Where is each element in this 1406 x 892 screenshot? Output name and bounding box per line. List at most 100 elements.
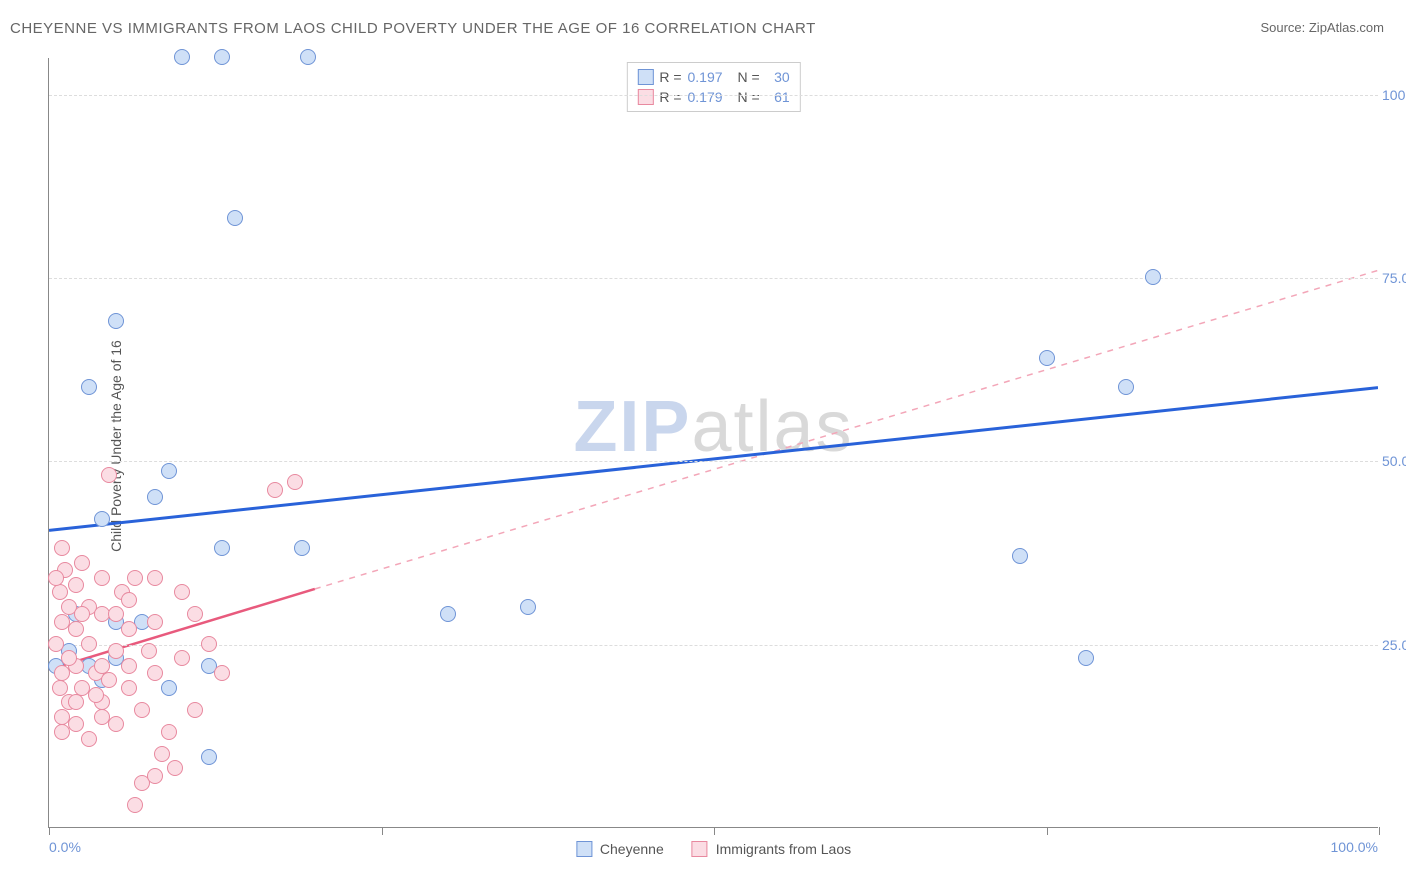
legend-swatch bbox=[692, 841, 708, 857]
data-point bbox=[187, 606, 203, 622]
x-tick bbox=[382, 827, 383, 835]
watermark: ZIPatlas bbox=[573, 386, 853, 468]
data-point bbox=[1078, 650, 1094, 666]
legend-r-value: 0.179 bbox=[688, 89, 732, 105]
x-tick bbox=[1047, 827, 1048, 835]
data-point bbox=[108, 606, 124, 622]
legend-r-label: R = bbox=[659, 69, 681, 85]
x-tick-label: 100.0% bbox=[1331, 839, 1378, 855]
legend-r-label: R = bbox=[659, 89, 681, 105]
legend-n-value: 61 bbox=[766, 89, 790, 105]
data-point bbox=[101, 672, 117, 688]
legend-item: Cheyenne bbox=[576, 841, 664, 857]
x-tick bbox=[1379, 827, 1380, 835]
data-point bbox=[61, 650, 77, 666]
source-name: ZipAtlas.com bbox=[1309, 20, 1384, 35]
trend-line bbox=[49, 388, 1378, 531]
data-point bbox=[121, 592, 137, 608]
legend-swatch bbox=[637, 89, 653, 105]
x-tick bbox=[714, 827, 715, 835]
data-point bbox=[201, 636, 217, 652]
data-point bbox=[161, 724, 177, 740]
legend-row: R = 0.197 N = 30 bbox=[637, 67, 789, 87]
source-attribution: Source: ZipAtlas.com bbox=[1260, 20, 1384, 35]
chart-title: CHEYENNE VS IMMIGRANTS FROM LAOS CHILD P… bbox=[10, 20, 816, 37]
data-point bbox=[108, 643, 124, 659]
data-point bbox=[68, 577, 84, 593]
grid-line bbox=[49, 645, 1378, 646]
data-point bbox=[94, 709, 110, 725]
data-point bbox=[1039, 350, 1055, 366]
legend-row: R = 0.179 N = 61 bbox=[637, 87, 789, 107]
data-point bbox=[81, 379, 97, 395]
data-point bbox=[161, 680, 177, 696]
data-point bbox=[81, 636, 97, 652]
data-point bbox=[214, 540, 230, 556]
y-tick-label: 25.0% bbox=[1382, 637, 1406, 653]
legend-series-name: Immigrants from Laos bbox=[716, 841, 851, 857]
data-point bbox=[54, 724, 70, 740]
data-point bbox=[147, 489, 163, 505]
data-point bbox=[1118, 379, 1134, 395]
data-point bbox=[141, 643, 157, 659]
legend-r-value: 0.197 bbox=[688, 69, 732, 85]
data-point bbox=[101, 467, 117, 483]
data-point bbox=[94, 658, 110, 674]
data-point bbox=[187, 702, 203, 718]
correlation-legend: R = 0.197 N = 30 R = 0.179 N = 61 bbox=[626, 62, 800, 112]
data-point bbox=[74, 555, 90, 571]
data-point bbox=[134, 702, 150, 718]
data-point bbox=[68, 694, 84, 710]
legend-swatch bbox=[637, 69, 653, 85]
data-point bbox=[174, 49, 190, 65]
data-point bbox=[214, 49, 230, 65]
trend-lines-svg bbox=[49, 58, 1378, 827]
data-point bbox=[154, 746, 170, 762]
data-point bbox=[300, 49, 316, 65]
grid-line bbox=[49, 278, 1378, 279]
legend-n-label: N = bbox=[738, 89, 760, 105]
watermark-zip: ZIP bbox=[573, 387, 691, 467]
data-point bbox=[294, 540, 310, 556]
data-point bbox=[167, 760, 183, 776]
data-point bbox=[201, 749, 217, 765]
data-point bbox=[121, 680, 137, 696]
y-tick-label: 100.0% bbox=[1382, 87, 1406, 103]
data-point bbox=[147, 614, 163, 630]
x-tick-label: 0.0% bbox=[49, 839, 81, 855]
x-tick bbox=[49, 827, 50, 835]
plot-area: ZIPatlas R =0.197N =30R =0.179N =61 Chey… bbox=[48, 58, 1378, 828]
data-point bbox=[147, 768, 163, 784]
y-tick-label: 50.0% bbox=[1382, 453, 1406, 469]
data-point bbox=[127, 797, 143, 813]
watermark-atlas: atlas bbox=[691, 387, 853, 467]
y-tick-label: 75.0% bbox=[1382, 270, 1406, 286]
data-point bbox=[214, 665, 230, 681]
data-point bbox=[267, 482, 283, 498]
data-point bbox=[54, 540, 70, 556]
grid-line bbox=[49, 461, 1378, 462]
data-point bbox=[520, 599, 536, 615]
data-point bbox=[74, 606, 90, 622]
data-point bbox=[88, 687, 104, 703]
legend-n-label: N = bbox=[738, 69, 760, 85]
legend-series-name: Cheyenne bbox=[600, 841, 664, 857]
data-point bbox=[48, 636, 64, 652]
data-point bbox=[174, 650, 190, 666]
legend-item: Immigrants from Laos bbox=[692, 841, 851, 857]
data-point bbox=[121, 621, 137, 637]
data-point bbox=[121, 658, 137, 674]
data-point bbox=[48, 570, 64, 586]
trend-line bbox=[315, 270, 1378, 589]
data-point bbox=[1012, 548, 1028, 564]
data-point bbox=[52, 680, 68, 696]
data-point bbox=[174, 584, 190, 600]
data-point bbox=[440, 606, 456, 622]
data-point bbox=[147, 570, 163, 586]
legend-n-value: 30 bbox=[766, 69, 790, 85]
data-point bbox=[94, 511, 110, 527]
data-point bbox=[127, 570, 143, 586]
data-point bbox=[108, 313, 124, 329]
source-label: Source: bbox=[1260, 20, 1308, 35]
series-legend: Cheyenne Immigrants from Laos bbox=[576, 841, 851, 857]
